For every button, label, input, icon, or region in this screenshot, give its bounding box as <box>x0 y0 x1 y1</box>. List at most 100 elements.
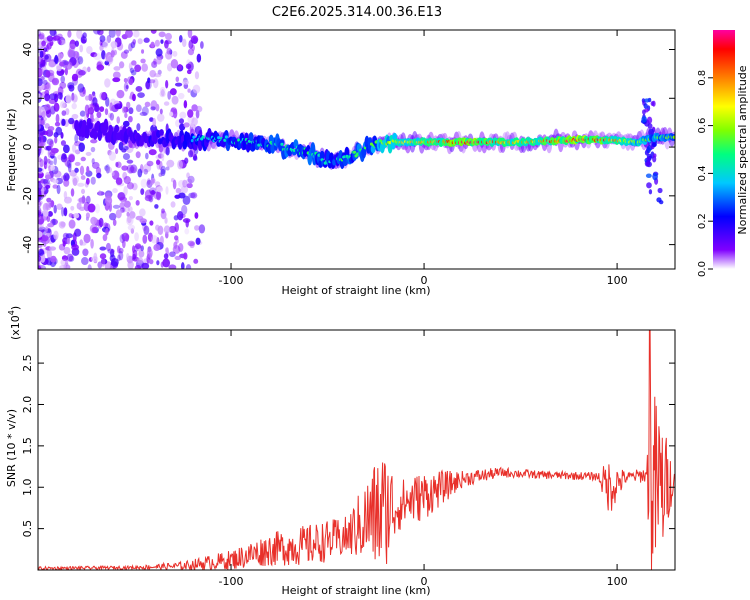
spectrogram-noise-blob <box>99 91 106 101</box>
spectrogram-noise-blob <box>188 39 194 50</box>
snr-x-ticks: -100 0 100 <box>219 330 628 588</box>
spectrogram-noise-blob <box>63 262 70 269</box>
spectrogram-noise-blob <box>150 177 155 185</box>
spectrogram-noise-blob <box>38 124 42 130</box>
spectrogram-noise-blob <box>47 148 52 158</box>
spectrogram-noise-blob <box>137 257 144 264</box>
spectrogram-noise-blob <box>42 79 48 86</box>
spectrogram-noise-blob <box>132 39 137 45</box>
spectrogram-noise-blob <box>45 109 52 118</box>
spectrogram-noise-blob <box>48 202 52 208</box>
spectrogram-noise-blob <box>71 143 77 153</box>
spectrogram-noise-blob <box>63 178 70 187</box>
spectrogram-marks <box>38 30 675 269</box>
spectrogram-noise-blob <box>68 43 76 50</box>
spectrogram-noise-blob <box>138 249 145 258</box>
spectrogram-spur-blob <box>656 197 662 203</box>
spectrogram-noise-blob <box>115 148 119 155</box>
spectrogram-noise-blob <box>125 85 129 90</box>
spectrogram-noise-blob <box>91 226 98 234</box>
spectrogram-noise-blob <box>68 84 75 92</box>
spectrogram-noise-blob <box>129 67 135 74</box>
spectrogram-noise-blob <box>54 121 61 127</box>
spectrogram-noise-blob <box>79 165 85 176</box>
spectrogram-noise-blob <box>182 79 189 85</box>
spectrogram-noise-blob <box>123 185 128 196</box>
spectrogram-ridge-outer <box>92 130 98 140</box>
colorbar-tick-label: 0.6 <box>697 118 708 134</box>
spectrogram-noise-blob <box>38 67 43 78</box>
spectrogram-noise-blob <box>170 201 176 208</box>
spectrogram-noise-blob <box>187 240 195 247</box>
spectrogram-noise-blob <box>131 182 138 191</box>
spectrogram-spur-blob <box>651 142 657 148</box>
spectrogram-noise-blob <box>200 41 204 49</box>
spectrogram-noise-blob <box>190 122 194 128</box>
spectrogram-noise-blob <box>109 112 115 121</box>
colorbar-gradient <box>713 30 735 269</box>
spectrogram-ridge-outer <box>88 122 93 130</box>
spectrogram-spur-blob <box>641 116 647 123</box>
snr-x-label: Height of straight line (km) <box>281 584 430 597</box>
spectrogram-noise-blob <box>115 161 122 169</box>
spectrogram-noise-blob <box>195 237 201 245</box>
spectrogram-noise-blob <box>189 241 195 249</box>
spectrogram-noise-blob <box>47 158 51 164</box>
spectrogram-noise-blob <box>128 195 133 201</box>
spectrogram-noise-blob <box>38 230 43 238</box>
spectrogram-noise-blob <box>56 33 63 39</box>
spectrogram-noise-blob <box>105 97 110 107</box>
spectrogram-y-tick-label: -20 <box>21 187 34 205</box>
spectrogram-noise-blob <box>61 110 67 116</box>
spectrogram-noise-blob <box>108 151 117 161</box>
spectrogram-noise-blob <box>174 222 179 233</box>
spectrogram-noise-blob <box>126 164 135 174</box>
spectrogram-noise-blob <box>49 93 57 100</box>
spectrogram-noise-blob <box>45 145 52 151</box>
spectrogram-noise-blob <box>46 216 51 223</box>
spectrogram-noise-blob <box>59 264 68 269</box>
spectrogram-noise-blob <box>58 53 64 60</box>
spectrogram-noise-blob <box>77 197 85 203</box>
spectrogram-noise-blob <box>183 252 188 260</box>
spectrogram-noise-blob <box>66 253 74 262</box>
spectrogram-noise-blob <box>104 78 111 88</box>
spectrogram-noise-blob <box>131 60 137 66</box>
spectrogram-noise-blob <box>194 225 200 231</box>
spectrogram-noise-blob <box>61 118 66 127</box>
spectrogram-noise-blob <box>177 64 183 70</box>
spectrogram-noise-blob <box>186 182 193 189</box>
spectrogram-noise-blob <box>151 60 158 69</box>
spectrogram-noise-blob <box>188 192 196 199</box>
spectrogram-noise-blob <box>115 161 119 168</box>
spectrogram-noise-blob <box>112 204 121 209</box>
spectrogram-noise-blob <box>86 165 90 174</box>
spectrogram-noise-blob <box>98 217 104 228</box>
spectrogram-frame <box>37 29 676 270</box>
spectrogram-noise-blob <box>38 167 43 172</box>
spectrogram-noise-blob <box>192 37 198 45</box>
spectrogram-noise-blob <box>84 111 88 122</box>
spectrogram-noise-blob <box>78 70 86 76</box>
spectrogram-ridge-core <box>257 143 261 147</box>
spectrogram-noise-blob <box>43 103 51 111</box>
spectrogram-noise-blob <box>165 147 170 156</box>
spectrogram-noise-blob <box>40 58 46 67</box>
spectrogram-ridge-core <box>352 150 357 154</box>
spectrogram-noise-blob <box>58 39 62 45</box>
spectrogram-noise-blob <box>104 60 110 66</box>
spectrogram-noise-blob <box>186 178 193 184</box>
spectrogram-noise-blob <box>44 93 51 102</box>
snr-y-tick-label: 1.0 <box>21 478 34 496</box>
colorbar-tick-label: 0.8 <box>697 70 708 86</box>
spectrogram-noise-blob <box>145 152 149 160</box>
spectrogram-noise-blob <box>190 192 198 199</box>
spectrogram-noise-blob <box>148 259 154 265</box>
spectrogram-noise-blob <box>41 187 45 197</box>
spectrogram-noise-blob <box>115 177 123 185</box>
spectrogram-spur-blob <box>643 103 648 109</box>
spectrogram-noise-blob <box>68 154 75 163</box>
spectrogram-noise-blob <box>46 35 54 42</box>
spectrogram-noise-blob <box>150 30 157 34</box>
colorbar-ticks: 0.0 0.2 0.4 0.6 0.8 <box>697 70 713 277</box>
